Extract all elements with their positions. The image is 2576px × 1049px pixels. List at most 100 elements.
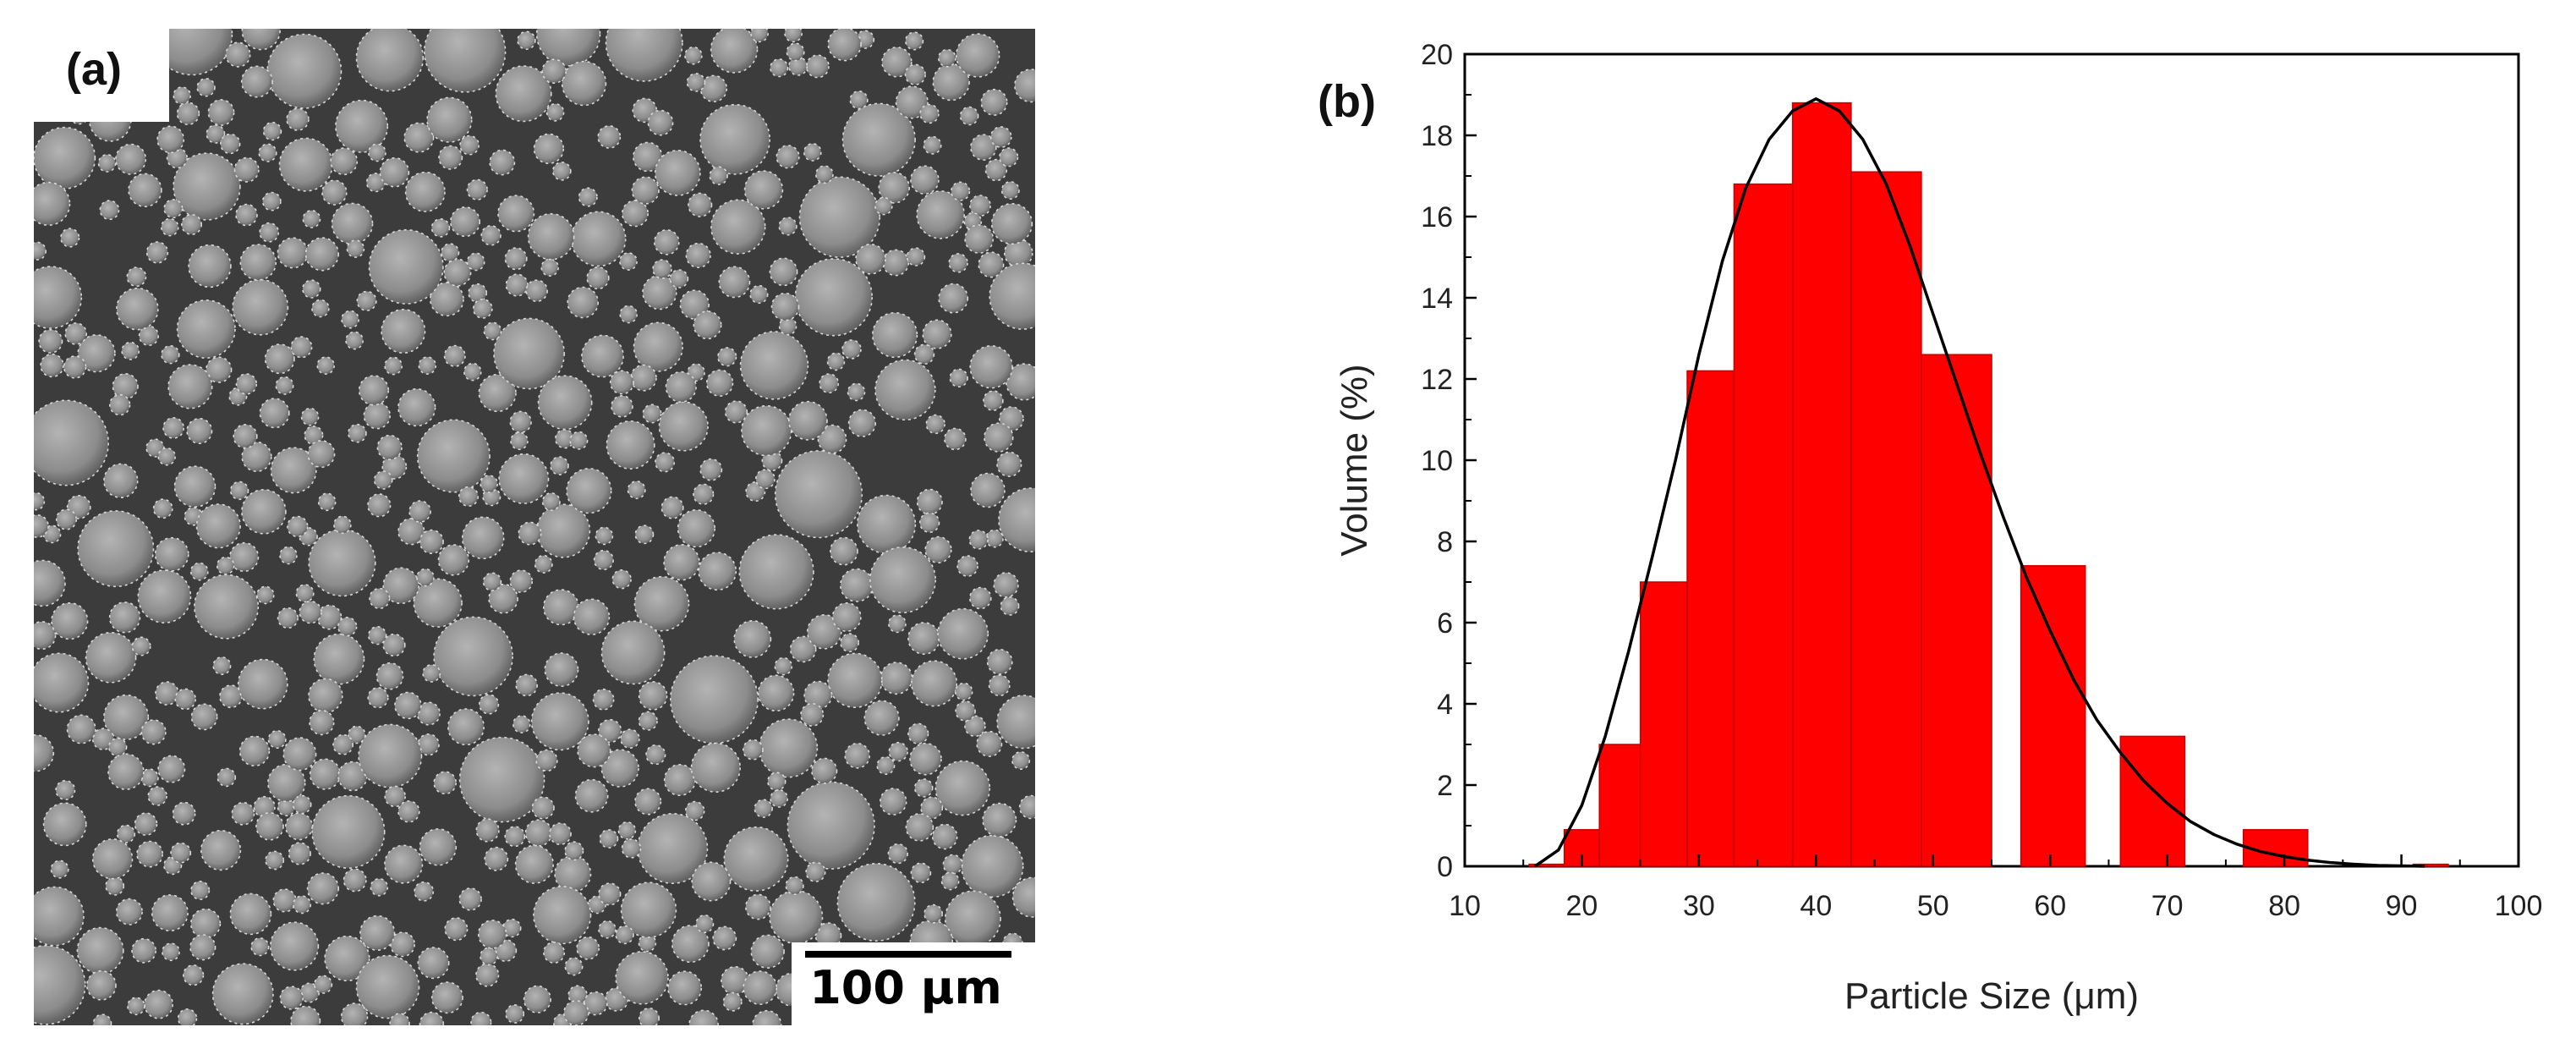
powder-particle	[239, 244, 277, 281]
powder-particle	[330, 147, 359, 176]
powder-particle	[414, 881, 435, 902]
powder-particle	[827, 29, 862, 62]
powder-particle	[498, 453, 550, 504]
powder-particle	[593, 549, 615, 571]
powder-particle	[161, 217, 179, 237]
powder-particle	[34, 399, 109, 486]
powder-particle	[288, 842, 311, 865]
powder-particle	[482, 487, 501, 507]
powder-particle	[229, 541, 260, 573]
powder-particle	[633, 321, 683, 372]
powder-particle	[356, 290, 377, 311]
powder-particle	[669, 269, 689, 288]
powder-particle	[34, 621, 57, 651]
powder-particle	[978, 251, 1005, 278]
powder-particle	[397, 388, 436, 427]
powder-particle	[38, 328, 63, 354]
powder-particle	[954, 682, 973, 701]
powder-particle	[461, 516, 505, 560]
powder-particle	[368, 625, 387, 645]
powder-particle	[653, 229, 680, 255]
powder-particle	[948, 253, 968, 273]
powder-particle	[688, 1009, 719, 1025]
powder-particle	[509, 569, 534, 593]
powder-particle	[541, 492, 561, 511]
powder-particle	[784, 29, 803, 43]
powder-particle	[488, 583, 518, 614]
powder-particle	[1011, 750, 1031, 770]
powder-particle	[577, 733, 611, 768]
powder-particle	[815, 165, 834, 184]
y-tick-label: 8	[1437, 526, 1453, 558]
powder-particle	[619, 305, 639, 324]
powder-particle	[569, 431, 589, 450]
powder-particle	[97, 153, 117, 173]
powder-particle	[984, 422, 1014, 453]
powder-particle	[241, 29, 281, 51]
powder-particle	[652, 259, 672, 279]
powder-particle	[986, 648, 1013, 675]
powder-particle	[290, 1005, 321, 1025]
sem-micrograph-panel: (a) 100 μm	[34, 29, 1035, 1025]
powder-particle	[950, 181, 971, 201]
powder-particle	[566, 468, 612, 514]
powder-particle	[693, 310, 722, 340]
powder-particle	[895, 85, 929, 119]
powder-particle	[375, 662, 404, 690]
powder-particle	[638, 681, 668, 711]
powder-particle	[466, 178, 488, 200]
powder-particle	[684, 46, 703, 65]
powder-particle	[743, 739, 764, 761]
scale-bar-label: 100 μm	[809, 961, 1002, 1014]
powder-particle	[630, 364, 657, 392]
powder-particle	[505, 273, 529, 297]
powder-particle	[443, 258, 472, 287]
powder-particle	[161, 345, 180, 365]
powder-particle	[989, 262, 1035, 330]
powder-particle	[541, 58, 567, 85]
y-tick-label: 2	[1437, 770, 1453, 802]
powder-particle	[220, 133, 241, 155]
powder-particle	[311, 794, 386, 870]
powder-particle	[225, 41, 251, 68]
powder-particle	[430, 981, 463, 1014]
powder-particle	[200, 829, 242, 871]
powder-particle	[206, 124, 226, 144]
powder-particle	[605, 29, 683, 82]
powder-particle	[279, 546, 298, 565]
powder-particle	[698, 552, 737, 591]
powder-particle	[949, 368, 968, 387]
powder-particle	[127, 997, 145, 1016]
powder-particle	[265, 850, 285, 871]
powder-particle	[535, 749, 558, 772]
powder-particle	[600, 749, 639, 788]
powder-particle	[472, 298, 493, 319]
powder-particle	[233, 424, 258, 449]
powder-particle	[621, 838, 642, 859]
powder-particle	[811, 757, 838, 784]
powder-particle	[313, 633, 365, 685]
powder-particle	[211, 963, 274, 1025]
powder-particle	[874, 359, 936, 421]
particle-size-chart: (b) 10 20 30 40 50 60 70 80 90 100 0 2 4 6 8 10 12 14 16 1…	[1318, 39, 2542, 1017]
powder-particle	[863, 700, 900, 736]
powder-particle	[806, 613, 842, 650]
powder-particle	[631, 176, 660, 205]
y-tick-label: 6	[1437, 607, 1453, 640]
powder-particle	[537, 375, 593, 431]
powder-particle	[925, 414, 945, 435]
powder-particle	[544, 652, 579, 688]
powder-particle	[598, 920, 617, 939]
powder-particle	[162, 942, 180, 962]
powder-particle	[417, 733, 440, 756]
powder-particle	[695, 914, 715, 934]
y-tick-label: 14	[1421, 283, 1453, 315]
powder-particle	[770, 292, 800, 321]
powder-particle	[60, 228, 80, 248]
powder-particle	[847, 409, 877, 437]
powder-particle	[819, 373, 840, 394]
powder-particle	[563, 1000, 589, 1025]
powder-particle	[1018, 794, 1035, 820]
powder-particle	[115, 143, 147, 175]
powder-particle	[931, 823, 958, 850]
